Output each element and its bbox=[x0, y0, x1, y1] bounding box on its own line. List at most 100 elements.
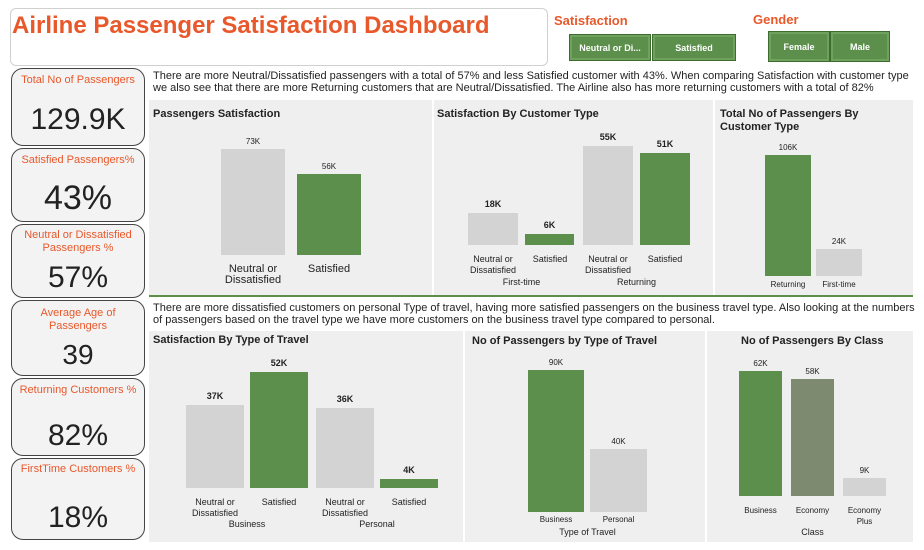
category-label-line: Economy bbox=[847, 506, 882, 515]
slicer-male-button[interactable]: Male bbox=[830, 31, 890, 62]
bar-passengers-by-class bbox=[843, 477, 886, 496]
category-label-line: Neutral or bbox=[228, 263, 278, 275]
kpi-label: Neutral or Dissatisfied Passengers % bbox=[24, 229, 132, 254]
sub-category-label-line: Dissatisfied bbox=[584, 265, 631, 275]
bottom-insight-text: There are more dissatisfied customers on… bbox=[153, 302, 915, 326]
panel-divider bbox=[432, 100, 434, 296]
data-label: 37K bbox=[206, 391, 224, 402]
kpi-card-firsttime-percent: FirstTime Customers % 18% bbox=[11, 458, 145, 540]
gender-slicer-label: Gender bbox=[753, 12, 799, 27]
category-label: Satisfied bbox=[307, 263, 351, 275]
sub-category-label: Neutral or Dissatisfied bbox=[575, 254, 641, 276]
sub-category-label-line: Neutral or bbox=[195, 497, 235, 507]
bar-satisfaction-by-customer-type bbox=[468, 212, 518, 245]
chart-title-passengers-by-type-of-travel: No of Passengers by Type of Travel bbox=[472, 335, 658, 347]
kpi-value: 129.9K bbox=[30, 103, 126, 136]
category-label-line: Business bbox=[744, 506, 777, 515]
kpi-label: Total No of Passengers bbox=[21, 74, 135, 86]
category-label: Economy Plus bbox=[839, 505, 890, 527]
category-label-line: Plus bbox=[856, 517, 873, 526]
chart-title-passengers-by-customer-type: Total No of Passengers By Customer Type bbox=[720, 108, 859, 133]
data-label: 62K bbox=[753, 359, 768, 368]
kpi-label: FirstTime Customers % bbox=[20, 463, 136, 475]
data-label: 90K bbox=[548, 358, 564, 367]
kpi-card-returning-percent: Returning Customers % 82% bbox=[11, 378, 145, 456]
bar-satisfaction-by-customer-type bbox=[583, 146, 633, 245]
group-label: Personal bbox=[359, 519, 395, 529]
bar-passengers-satisfaction bbox=[221, 149, 285, 255]
section-divider bbox=[149, 295, 913, 297]
satisfaction-slicer-label: Satisfaction bbox=[554, 13, 628, 28]
category-label: Neutral or Dissatisfied bbox=[213, 264, 293, 286]
data-label: 73K bbox=[245, 137, 261, 146]
sub-category-label-line: Dissatisfied bbox=[321, 508, 368, 518]
group-label: Returning bbox=[616, 277, 657, 287]
sub-category-label: Neutral or Dissatisfied bbox=[182, 497, 248, 519]
data-label: 52K bbox=[270, 358, 288, 368]
bar-passengers-by-type-of-travel bbox=[590, 448, 647, 512]
bar-satisfaction-by-customer-type bbox=[640, 153, 690, 245]
top-insight-text: There are more Neutral/Dissatisfied pass… bbox=[153, 70, 909, 94]
category-label-line: Economy bbox=[795, 506, 830, 515]
bar-passengers-by-class bbox=[791, 379, 834, 496]
sub-category-label: Satisfied bbox=[532, 254, 568, 264]
kpi-value: 82% bbox=[47, 419, 109, 452]
data-label: 6K bbox=[543, 220, 556, 231]
data-label: 36K bbox=[336, 393, 354, 404]
kpi-label: Average Age of Passengers bbox=[40, 307, 116, 332]
category-label: Personal bbox=[602, 515, 635, 524]
data-label: 55K bbox=[599, 132, 617, 142]
slicer-neutral-button[interactable]: Neutral or Di... bbox=[569, 34, 651, 61]
sub-category-label: Satisfied bbox=[647, 254, 683, 264]
kpi-card-neutral-percent: Neutral or Dissatisfied Passengers % 57% bbox=[11, 224, 145, 298]
group-label: Business bbox=[228, 519, 266, 529]
data-label: 58K bbox=[805, 367, 820, 377]
panel-divider bbox=[705, 331, 707, 542]
chart-title-satisfaction-by-customer-type: Satisfaction By Customer Type bbox=[437, 108, 599, 120]
data-label: 56K bbox=[321, 161, 337, 171]
category-label: First-time bbox=[822, 280, 856, 289]
bar-satisfaction-by-type-of-travel bbox=[316, 407, 374, 488]
sub-category-label-line: Neutral or bbox=[473, 254, 513, 264]
data-label: 24K bbox=[831, 236, 847, 246]
chart-title-passengers-by-class: No of Passengers By Class bbox=[741, 335, 884, 347]
slicer-female-button[interactable]: Female bbox=[768, 31, 830, 62]
panel-divider bbox=[713, 100, 715, 296]
category-label: Returning bbox=[770, 280, 806, 289]
data-label: 9K bbox=[859, 465, 870, 475]
category-label-line: Dissatisfied bbox=[224, 274, 282, 286]
bar-satisfaction-by-type-of-travel bbox=[250, 372, 308, 488]
kpi-label: Returning Customers % bbox=[19, 384, 137, 396]
kpi-value: 18% bbox=[47, 501, 109, 534]
chart-title-satisfaction-by-type-of-travel: Satisfaction By Type of Travel bbox=[153, 334, 309, 346]
data-label: 4K bbox=[403, 465, 415, 476]
x-axis-title: Type of Travel bbox=[559, 527, 616, 537]
data-label: 40K bbox=[611, 436, 626, 446]
sub-category-label: Neutral or Dissatisfied bbox=[312, 497, 378, 519]
bar-passengers-by-customer-type bbox=[765, 155, 811, 276]
kpi-card-satisfied-percent: Satisfied Passengers% 43% bbox=[11, 148, 145, 222]
sub-category-label-line: Neutral or bbox=[588, 254, 628, 264]
bar-passengers-by-class bbox=[739, 371, 782, 496]
data-label: 51K bbox=[656, 139, 674, 150]
kpi-value: 39 bbox=[62, 339, 94, 370]
bar-satisfaction-by-type-of-travel bbox=[186, 405, 244, 488]
sub-category-label-line: Dissatisfied bbox=[469, 265, 516, 275]
page-title: Airline Passenger Satisfaction Dashboard bbox=[12, 12, 490, 39]
bar-satisfaction-by-type-of-travel bbox=[380, 479, 438, 488]
data-label: 106K bbox=[778, 143, 798, 152]
bar-passengers-satisfaction bbox=[297, 173, 361, 255]
kpi-value: 57% bbox=[47, 261, 109, 294]
kpi-label: Satisfied Passengers% bbox=[21, 154, 135, 166]
kpi-value: 43% bbox=[43, 179, 113, 217]
kpi-card-total-passengers: Total No of Passengers 129.9K bbox=[11, 68, 145, 146]
bar-passengers-by-type-of-travel bbox=[528, 370, 584, 512]
slicer-satisfied-button[interactable]: Satisfied bbox=[652, 34, 736, 61]
sub-category-label: Neutral or Dissatisfied bbox=[460, 254, 526, 276]
sub-category-label-line: Neutral or bbox=[325, 497, 365, 507]
x-axis-title: Class bbox=[801, 527, 824, 537]
category-label: Economy bbox=[787, 505, 838, 516]
panel-divider bbox=[463, 331, 465, 542]
chart-title-passengers-satisfaction: Passengers Satisfaction bbox=[153, 108, 281, 120]
sub-category-label: Satisfied bbox=[261, 497, 297, 507]
